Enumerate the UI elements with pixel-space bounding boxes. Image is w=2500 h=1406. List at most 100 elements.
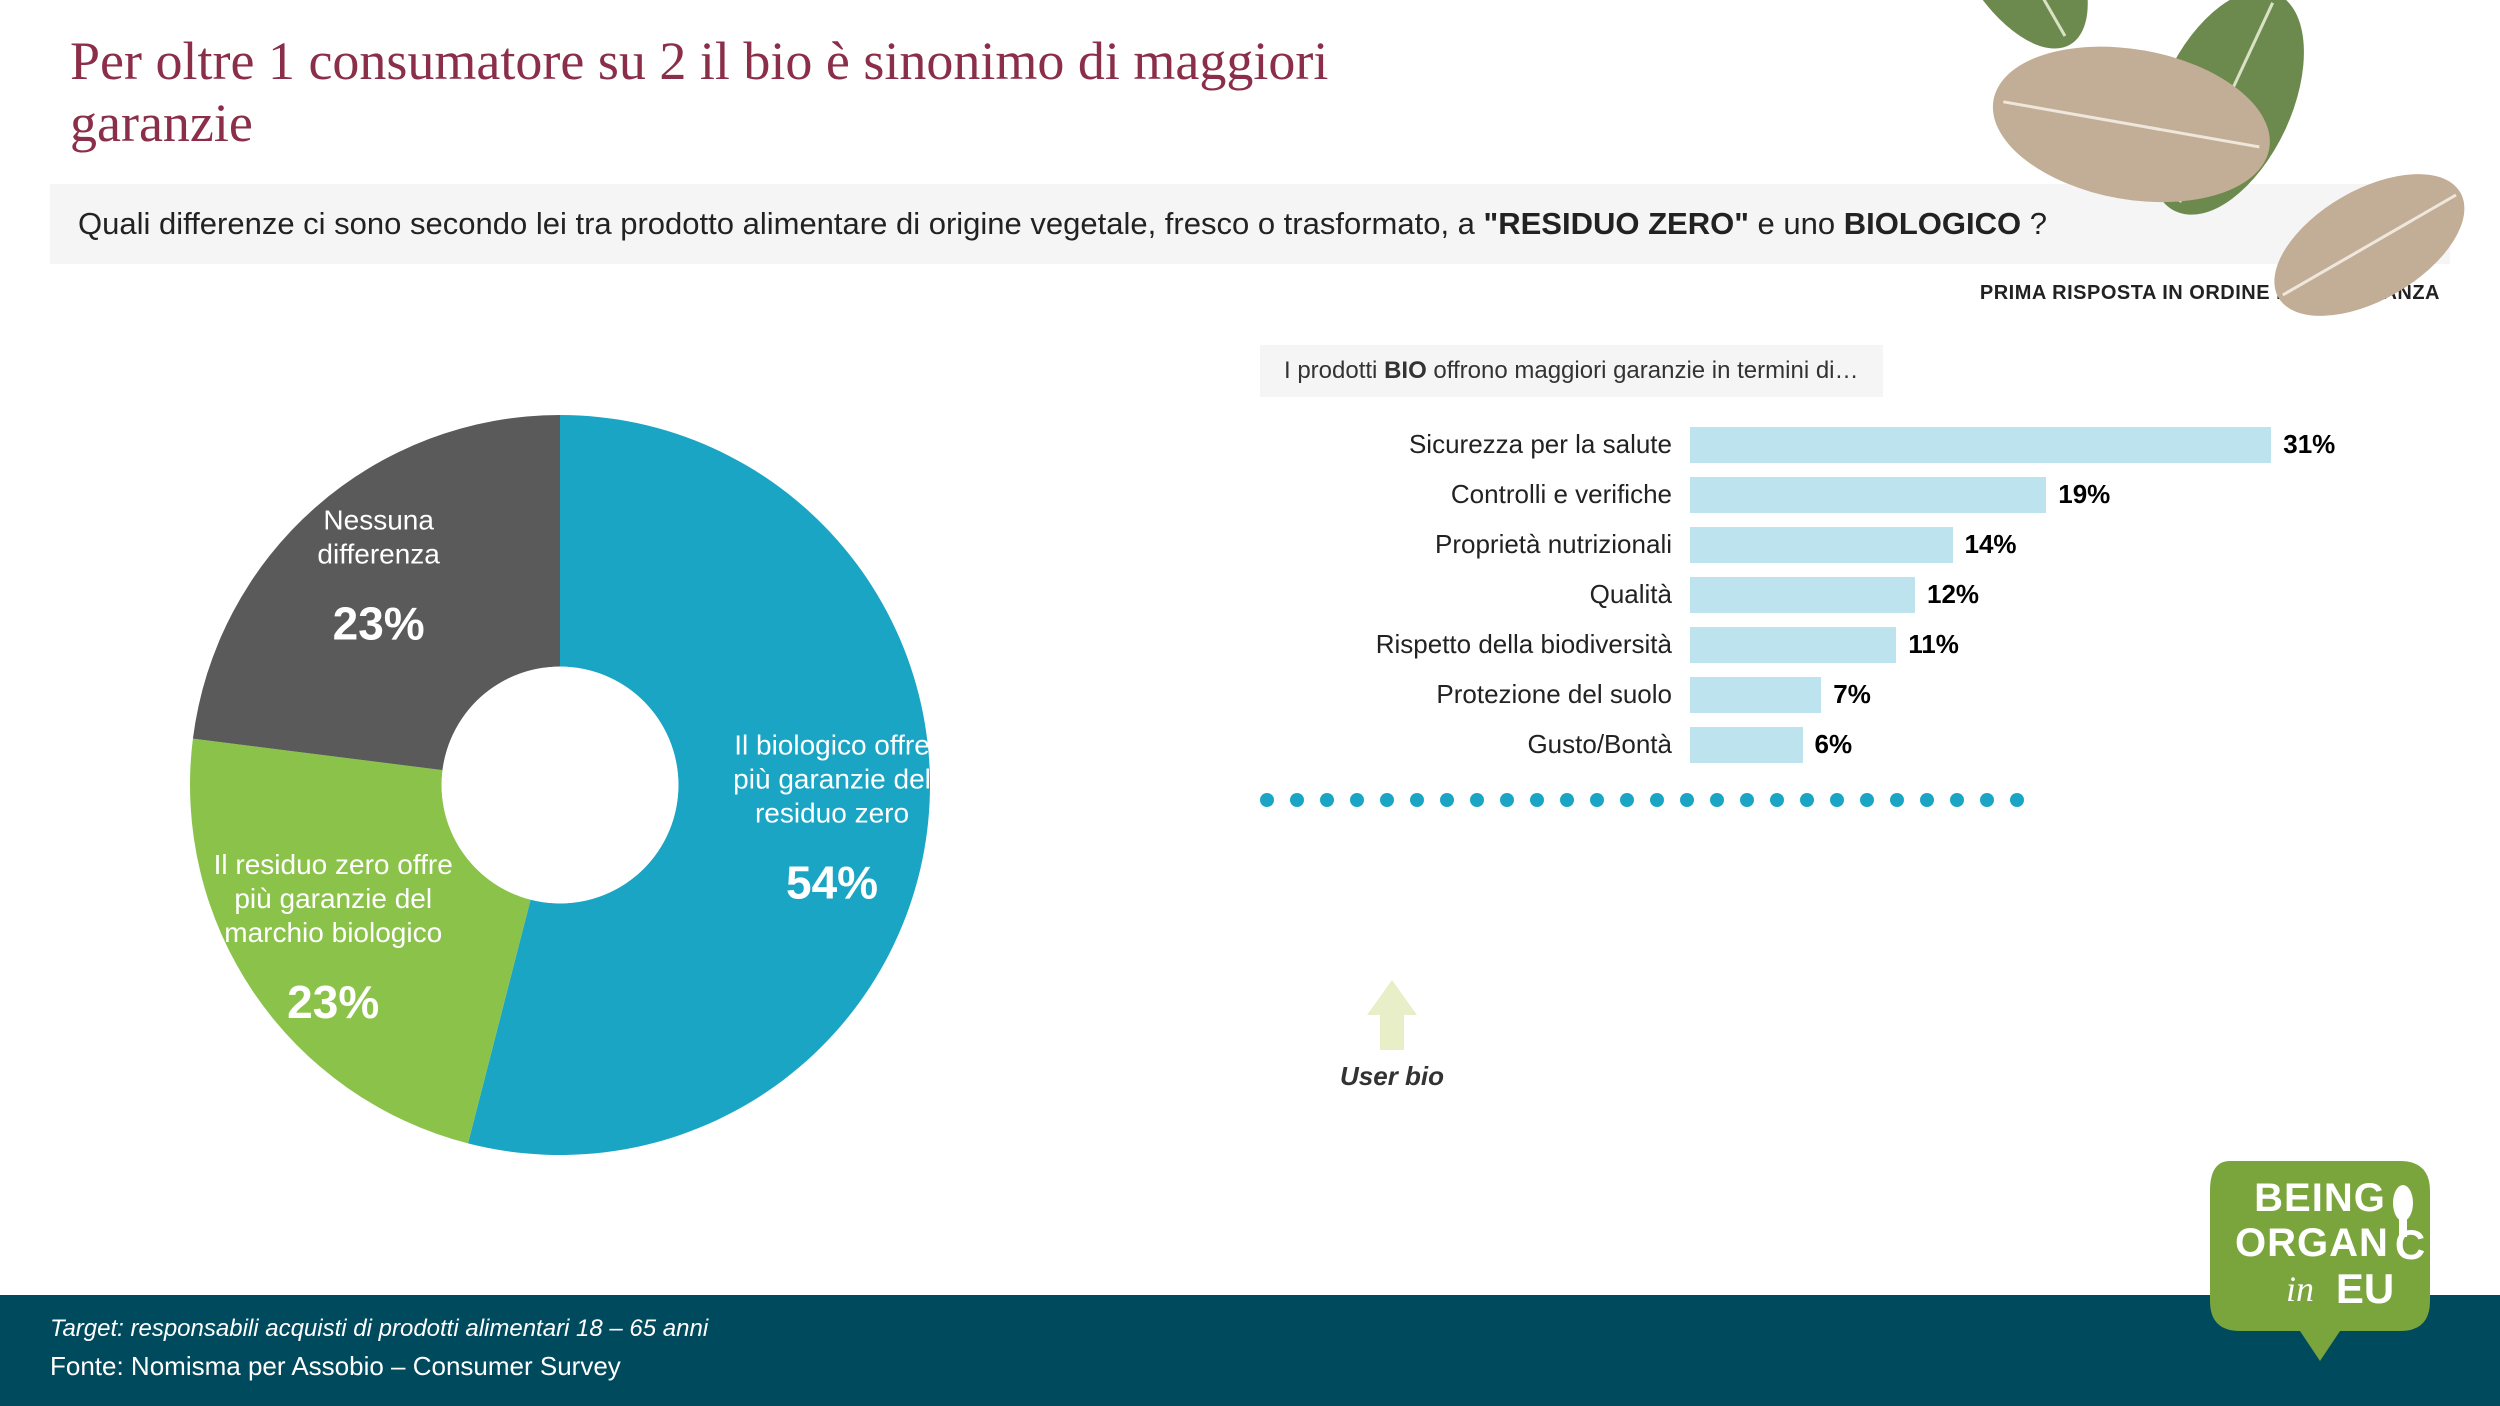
bar-fill	[1690, 527, 1953, 563]
donut-slice-value: 54%	[786, 856, 878, 908]
footer: Target: responsabili acquisti di prodott…	[0, 1295, 2500, 1406]
bar-track: 12%	[1690, 577, 2440, 613]
bar-label: Protezione del suolo	[1260, 679, 1690, 710]
page-title: Per oltre 1 consumatore su 2 il bio è si…	[0, 0, 1400, 174]
connector-dot	[1470, 793, 1484, 807]
question-text-end: ?	[2030, 206, 2047, 241]
bar-row: Protezione del suolo 7%	[1260, 677, 2440, 713]
bar-label: Proprietà nutrizionali	[1260, 529, 1690, 560]
donut-slice-label: Il residuo zero offre	[214, 849, 453, 880]
bar-label: Gusto/Bontà	[1260, 729, 1690, 760]
question-box: Quali differenze ci sono secondo lei tra…	[50, 184, 2450, 263]
donut-slice-label: residuo zero	[755, 797, 909, 828]
bar-value: 19%	[2046, 479, 2110, 510]
connector-dot	[1440, 793, 1454, 807]
connector-dot	[1890, 793, 1904, 807]
arrow-up-icon	[1362, 975, 1422, 1055]
connector-dot	[1380, 793, 1394, 807]
bar-fill	[1690, 677, 1821, 713]
bar-value: 7%	[1821, 679, 1871, 710]
subnote: PRIMA RISPOSTA IN ORDINE DI IMPORTANZA	[0, 264, 2500, 305]
bar-track: 19%	[1690, 477, 2440, 513]
connector-dot	[1710, 793, 1724, 807]
svg-text:EU: EU	[2336, 1265, 2394, 1312]
donut-slice-label: più garanzie del	[733, 763, 931, 794]
connector-dots	[1260, 793, 2440, 807]
connector-dot	[1620, 793, 1634, 807]
user-bio-marker: User bio	[1340, 975, 1444, 1092]
connector-dot	[1260, 793, 1274, 807]
bar-value: 31%	[2271, 429, 2335, 460]
bar-row: Proprietà nutrizionali 14%	[1260, 527, 2440, 563]
bar-title-post: offrono maggiori garanzie in termini di…	[1427, 357, 1859, 384]
donut-slice-label: più garanzie del	[234, 883, 432, 914]
connector-dot	[1320, 793, 1334, 807]
donut-slice-label: Nessuna	[323, 504, 434, 535]
donut-slice-label: Il biologico offre	[734, 729, 930, 760]
connector-dot	[1410, 793, 1424, 807]
bar-row: Gusto/Bontà 6%	[1260, 727, 2440, 763]
bar-fill	[1690, 577, 1915, 613]
donut-chart: Il biologico offrepiù garanzie delresidu…	[60, 345, 1060, 1225]
svg-text:BEING: BEING	[2254, 1176, 2386, 1220]
question-bold-1: "RESIDUO ZERO"	[1484, 206, 1749, 241]
bar-value: 14%	[1953, 529, 2017, 560]
bar-fill	[1690, 427, 2271, 463]
donut-slice-value: 23%	[287, 976, 379, 1028]
connector-dot	[1800, 793, 1814, 807]
connector-dot	[1860, 793, 1874, 807]
bar-row: Controlli e verifiche 19%	[1260, 477, 2440, 513]
connector-dot	[1590, 793, 1604, 807]
connector-dot	[1980, 793, 1994, 807]
footer-target: Target: responsabili acquisti di prodott…	[50, 1315, 2450, 1343]
bar-value: 12%	[1915, 579, 1979, 610]
footer-source: Fonte: Nomisma per Assobio – Consumer Su…	[50, 1351, 2450, 1382]
bar-track: 6%	[1690, 727, 2440, 763]
bar-track: 11%	[1690, 627, 2440, 663]
bar-row: Qualità 12%	[1260, 577, 2440, 613]
being-organic-logo: BEING ORGAN C in EU	[2200, 1151, 2440, 1376]
donut-slice-label: differenza	[317, 538, 440, 569]
bar-title-bold: BIO	[1384, 357, 1427, 384]
bar-label: Rispetto della biodiversità	[1260, 629, 1690, 660]
connector-dot	[1740, 793, 1754, 807]
bar-fill	[1690, 627, 1896, 663]
bar-value: 6%	[1803, 729, 1853, 760]
connector-dot	[1770, 793, 1784, 807]
bar-fill	[1690, 727, 1803, 763]
bar-label: Sicurezza per la salute	[1260, 429, 1690, 460]
bar-track: 7%	[1690, 677, 2440, 713]
svg-text:ORGAN: ORGAN	[2235, 1221, 2389, 1265]
user-bio-label: User bio	[1340, 1061, 1444, 1092]
bar-track: 14%	[1690, 527, 2440, 563]
question-bold-2: BIOLOGICO	[1844, 206, 2021, 241]
bar-chart: Sicurezza per la salute 31% Controlli e ve…	[1260, 427, 2440, 763]
bar-chart-area: I prodotti BIO offrono maggiori garanzie…	[1240, 345, 2440, 1245]
bar-track: 31%	[1690, 427, 2440, 463]
bar-title-pre: I prodotti	[1284, 357, 1384, 384]
donut-slice-value: 23%	[333, 597, 425, 649]
connector-dot	[1920, 793, 1934, 807]
bar-label: Controlli e verifiche	[1260, 479, 1690, 510]
bar-value: 11%	[1896, 629, 1959, 660]
bar-row: Sicurezza per la salute 31%	[1260, 427, 2440, 463]
bar-chart-title: I prodotti BIO offrono maggiori garanzie…	[1260, 345, 1883, 397]
svg-text:in: in	[2286, 1269, 2314, 1309]
connector-dot	[1950, 793, 1964, 807]
question-text-pre: Quali differenze ci sono secondo lei tra…	[78, 206, 1484, 241]
connector-dot	[1650, 793, 1664, 807]
question-text-mid: e uno	[1758, 206, 1844, 241]
bar-row: Rispetto della biodiversità 11%	[1260, 627, 2440, 663]
donut-slice-label: marchio biologico	[224, 917, 442, 948]
connector-dot	[1680, 793, 1694, 807]
connector-dot	[1350, 793, 1364, 807]
connector-dot	[1560, 793, 1574, 807]
bar-label: Qualità	[1260, 579, 1690, 610]
connector-dot	[1830, 793, 1844, 807]
connector-dot	[2010, 793, 2024, 807]
connector-dot	[1530, 793, 1544, 807]
bar-fill	[1690, 477, 2046, 513]
connector-dot	[1500, 793, 1514, 807]
donut-chart-area: Il biologico offrepiù garanzie delresidu…	[60, 345, 1240, 1245]
connector-dot	[1290, 793, 1304, 807]
